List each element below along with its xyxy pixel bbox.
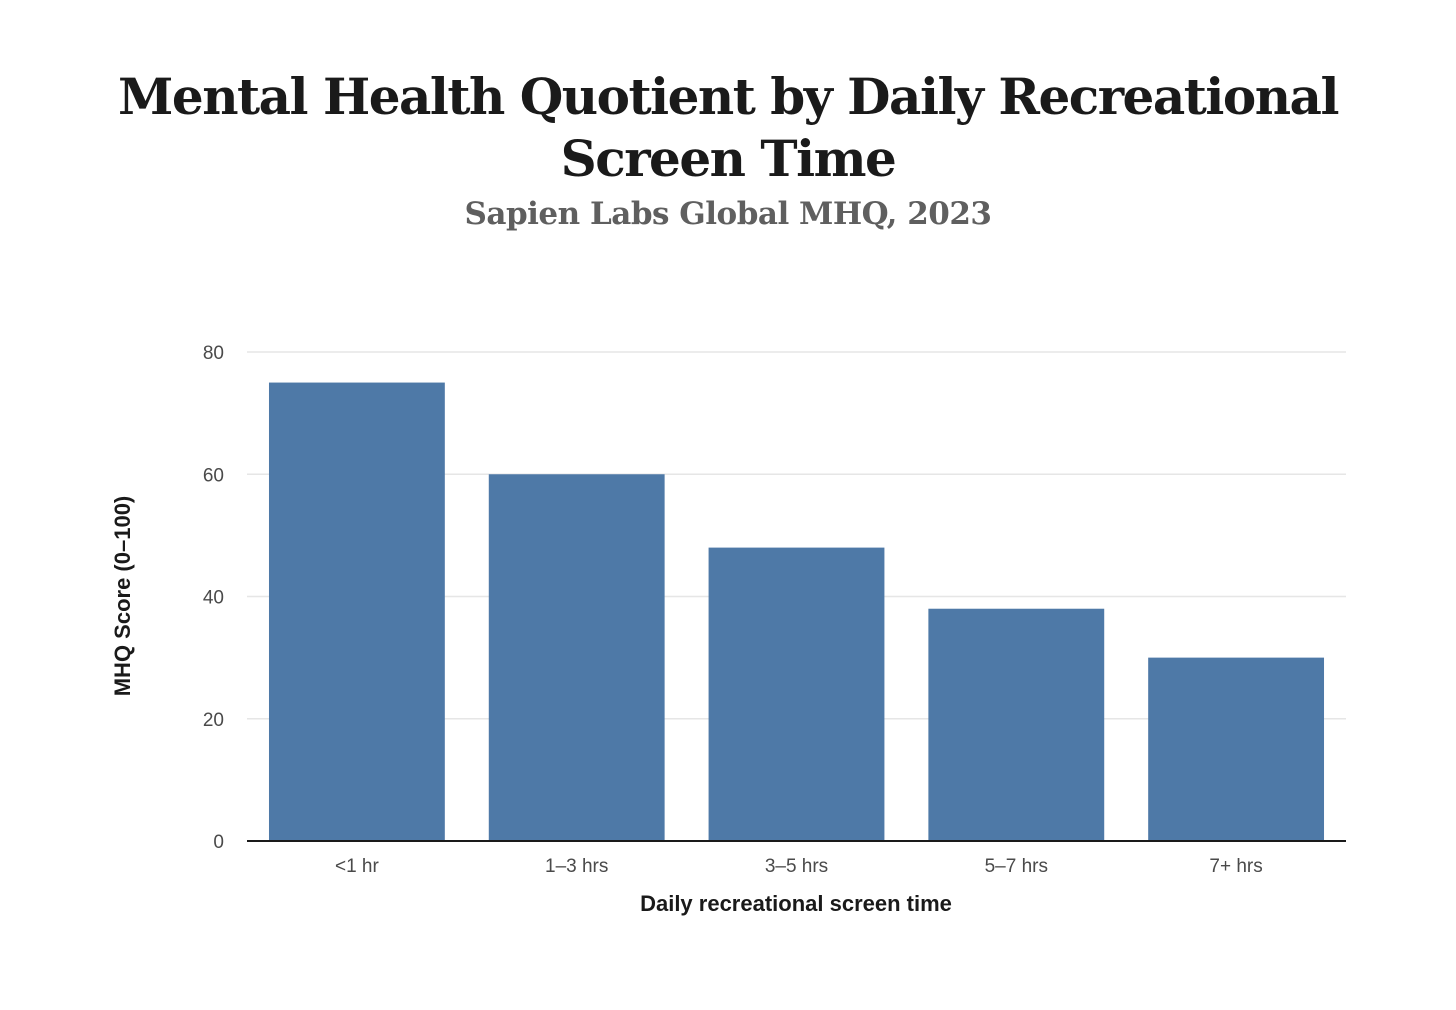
y-tick-labels: 0 20 40 60 80 — [203, 343, 224, 853]
x-tick-label: 7+ hrs — [1209, 856, 1262, 877]
y-tick-label: 80 — [203, 343, 224, 364]
x-tick-label: <1 hr — [335, 856, 380, 877]
y-tick-label: 40 — [203, 588, 224, 609]
y-axis-title: MHQ Score (0–100) — [110, 496, 135, 697]
bars — [268, 382, 1325, 841]
bar — [1148, 657, 1325, 841]
x-tick-labels: <1 hr 1–3 hrs 3–5 hrs 5–7 hrs 7+ hrs — [335, 856, 1263, 877]
y-tick-label: 0 — [213, 832, 224, 853]
bar — [268, 382, 445, 841]
y-tick-label: 60 — [203, 465, 224, 486]
chart-subtitle: Sapien Labs Global MHQ, 2023 — [464, 196, 992, 232]
x-axis-title: Daily recreational screen time — [640, 891, 952, 916]
y-tick-label: 20 — [203, 710, 224, 731]
x-tick-label: 5–7 hrs — [985, 856, 1048, 877]
bar — [928, 608, 1105, 841]
bar — [488, 474, 665, 841]
x-tick-label: 1–3 hrs — [545, 856, 608, 877]
chart-title: Mental Health Quotient by Daily Recreati… — [118, 67, 1339, 188]
x-tick-label: 3–5 hrs — [765, 856, 828, 877]
bar — [708, 547, 885, 841]
